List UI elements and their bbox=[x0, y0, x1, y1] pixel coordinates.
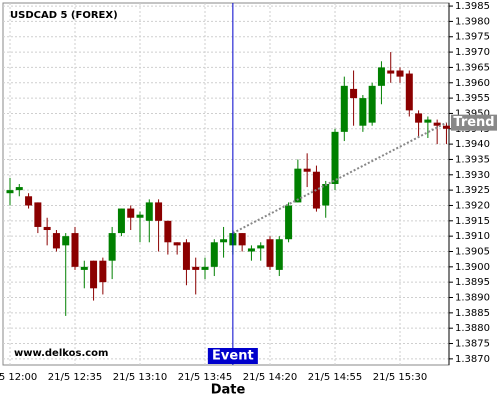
candle-body bbox=[368, 85, 376, 123]
y-tick-label: 1.3890 bbox=[455, 293, 490, 304]
x-tick-label: 21/5 14:20 bbox=[243, 372, 297, 383]
event-label: Event bbox=[212, 349, 254, 364]
x-tick-label: 21/5 13:10 bbox=[113, 372, 167, 383]
candle-body bbox=[415, 113, 423, 123]
y-tick-label: 1.3895 bbox=[455, 277, 490, 288]
candle-body bbox=[340, 85, 348, 132]
candle-body bbox=[6, 190, 14, 194]
candle-body bbox=[127, 208, 135, 218]
candle-body bbox=[52, 233, 60, 249]
candle-body bbox=[275, 239, 283, 270]
candle-body bbox=[331, 131, 339, 184]
y-tick-label: 1.3925 bbox=[455, 185, 490, 196]
candle-body bbox=[145, 202, 153, 221]
x-tick-label: 21/5 12:35 bbox=[48, 372, 102, 383]
candle-body bbox=[34, 202, 42, 227]
candle-body bbox=[62, 236, 70, 246]
y-tick-label: 1.3965 bbox=[455, 62, 490, 73]
candle-body bbox=[396, 70, 404, 77]
x-axis-label: Date bbox=[211, 383, 246, 398]
candle-body bbox=[192, 266, 200, 270]
y-tick-label: 1.3870 bbox=[455, 354, 490, 365]
candle-body bbox=[71, 233, 79, 267]
candle-body bbox=[442, 125, 450, 129]
y-tick-label: 1.3955 bbox=[455, 93, 490, 104]
candle-body bbox=[155, 202, 163, 221]
x-tick-label: 21/5 15:30 bbox=[373, 372, 427, 383]
y-tick-label: 1.3960 bbox=[455, 78, 490, 89]
trend-line bbox=[232, 121, 447, 234]
candle-body bbox=[220, 239, 228, 243]
candle-body bbox=[424, 119, 432, 123]
event-label-box bbox=[207, 348, 258, 364]
candle-body bbox=[173, 242, 181, 246]
candle-body bbox=[164, 220, 172, 243]
y-tick-label: 1.3970 bbox=[455, 47, 490, 58]
candle-body bbox=[90, 260, 98, 289]
candle-body bbox=[108, 233, 116, 261]
x-tick-label: 21/5 12:00 bbox=[0, 372, 37, 383]
candle-body bbox=[285, 205, 293, 240]
y-tick-label: 1.3880 bbox=[455, 323, 490, 334]
candle-body bbox=[117, 208, 125, 234]
y-tick-label: 1.3900 bbox=[455, 262, 490, 273]
candle-body bbox=[238, 233, 246, 246]
candle-body bbox=[201, 266, 209, 270]
y-tick-label: 1.3985 bbox=[455, 1, 490, 12]
watermark: www.delkos.com bbox=[14, 348, 108, 359]
trend-label: Trend bbox=[453, 115, 494, 130]
candle-body bbox=[266, 239, 274, 267]
candle-body bbox=[182, 242, 190, 270]
plot-area bbox=[2, 2, 450, 366]
candle-body bbox=[99, 260, 107, 283]
y-tick-label: 1.3940 bbox=[455, 139, 490, 150]
candle-body bbox=[350, 88, 358, 99]
candle-body bbox=[80, 266, 88, 270]
candle-body bbox=[433, 122, 441, 126]
candle-body bbox=[387, 70, 395, 74]
y-tick-label: 1.3885 bbox=[455, 308, 490, 319]
candle-body bbox=[136, 214, 144, 218]
y-tick-label: 1.3935 bbox=[455, 154, 490, 165]
candle-body bbox=[210, 242, 218, 267]
y-tick-label: 1.3910 bbox=[455, 231, 490, 242]
candle-body bbox=[43, 226, 51, 231]
candle-body bbox=[257, 245, 265, 249]
candle-body bbox=[359, 98, 367, 126]
candle-body bbox=[25, 196, 33, 206]
candle-body bbox=[303, 168, 311, 172]
y-tick-label: 1.3980 bbox=[455, 16, 490, 27]
candle-body bbox=[247, 248, 255, 252]
y-tick-label: 1.3875 bbox=[455, 339, 490, 350]
y-tick-label: 1.3920 bbox=[455, 200, 490, 211]
y-tick-label: 1.3975 bbox=[455, 32, 490, 43]
candle-body bbox=[405, 73, 413, 111]
chart-title: USDCAD 5 (FOREX) bbox=[10, 10, 118, 21]
candle-body bbox=[15, 187, 23, 191]
trend-label-box bbox=[451, 114, 497, 131]
y-tick-label: 1.3930 bbox=[455, 170, 490, 181]
candle-body bbox=[377, 67, 385, 86]
candle-body bbox=[322, 184, 330, 206]
y-tick-label: 1.3950 bbox=[455, 108, 490, 119]
x-tick-label: 21/5 14:55 bbox=[308, 372, 362, 383]
candle-body bbox=[294, 168, 302, 203]
x-tick-label: 21/5 13:45 bbox=[178, 372, 232, 383]
y-tick-label: 1.3905 bbox=[455, 246, 490, 257]
y-tick-label: 1.3915 bbox=[455, 216, 490, 227]
